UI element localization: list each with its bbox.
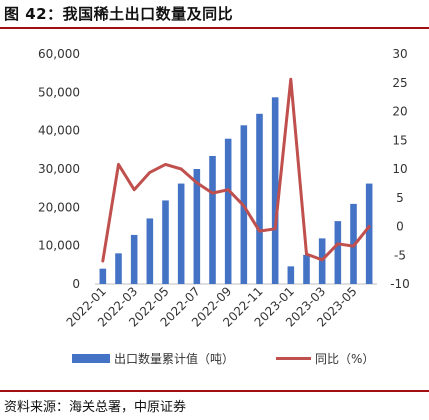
right-tick-label: -10 [390, 277, 410, 291]
legend-label-bar: 出口数量累计值（吨） [114, 351, 234, 366]
bar [334, 221, 342, 284]
left-tick-label: 30,000 [38, 162, 80, 176]
x-axis-ticks: 2022-012022-032022-052022-072022-092022-… [64, 284, 360, 329]
figure-title: 图 42：我国稀土出口数量及同比 [4, 5, 234, 23]
left-tick-label: 20,000 [38, 200, 80, 214]
right-tick-label: 15 [392, 133, 407, 147]
top-rule [0, 27, 429, 29]
right-tick-label: 10 [392, 162, 407, 176]
chart: 0 10,000 20,000 30,000 40,000 50,000 60,000 -1… [38, 47, 410, 366]
left-tick-label: 10,000 [38, 239, 80, 253]
bar [162, 200, 169, 284]
bar [209, 155, 216, 284]
bar [303, 254, 310, 284]
bar [177, 183, 185, 284]
right-tick-label: 5 [396, 191, 404, 205]
source-note: 资料来源：海关总署，中原证券 [4, 400, 187, 415]
left-tick-label: 0 [72, 277, 80, 291]
bottom-rule [0, 390, 429, 392]
bar [130, 234, 138, 284]
right-axis-ticks: -10 -5 0 5 10 15 20 25 30 [390, 47, 410, 291]
right-tick-label: 0 [396, 220, 404, 234]
legend-label-line: 同比（%） [315, 352, 374, 366]
bar [271, 97, 279, 284]
line-series [101, 77, 371, 263]
bar [287, 266, 295, 284]
right-tick-label: 25 [392, 76, 407, 90]
yoy-line [101, 77, 371, 263]
bar [99, 268, 107, 284]
bar [256, 113, 263, 284]
right-tick-label: 20 [392, 105, 407, 119]
left-axis-ticks: 0 10,000 20,000 30,000 40,000 50,000 60,000 [38, 47, 80, 291]
right-tick-label: 30 [392, 47, 407, 61]
legend: 出口数量累计值（吨） 同比（%） [72, 351, 374, 366]
legend-swatch-bar [72, 354, 110, 363]
right-tick-label: -5 [394, 248, 406, 262]
bar [365, 183, 373, 284]
bar [193, 169, 201, 284]
bar-series [99, 97, 373, 284]
left-tick-label: 50,000 [38, 85, 80, 99]
left-tick-label: 60,000 [38, 47, 80, 61]
bar [115, 253, 122, 284]
bar [146, 218, 154, 284]
bar [224, 138, 232, 284]
left-tick-label: 40,000 [38, 124, 80, 138]
